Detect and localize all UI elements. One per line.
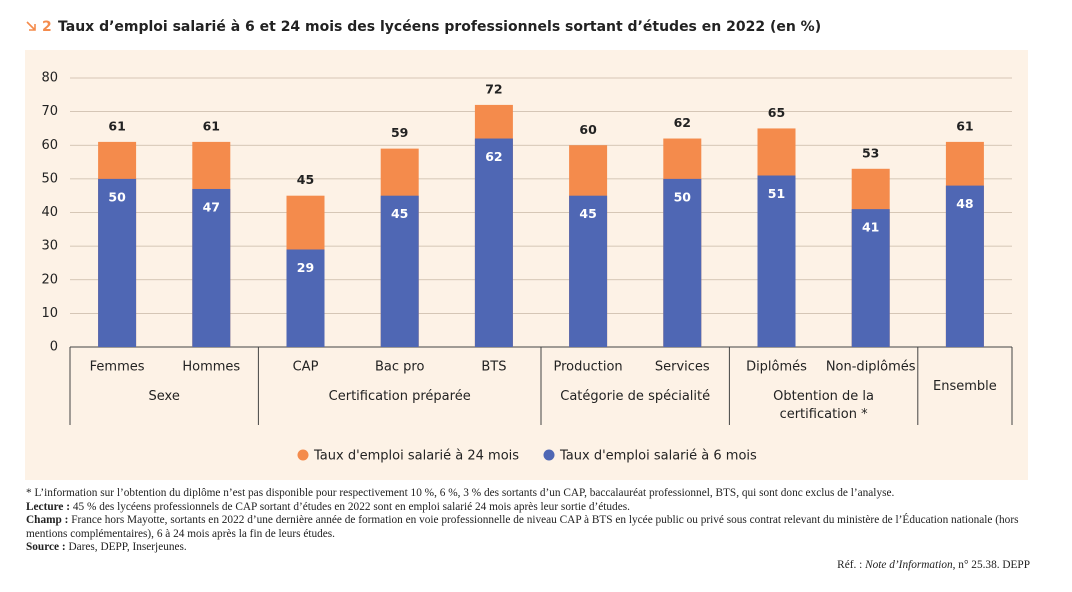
y-tick-label: 60 <box>41 138 58 153</box>
bar <box>192 188 231 347</box>
x-tick-label: BTS <box>481 360 506 375</box>
value-label: 62 <box>674 115 691 130</box>
value-label: 59 <box>391 125 408 140</box>
ref-title: Note d’Information <box>865 558 953 571</box>
bar <box>380 195 419 347</box>
figure-number: 2 <box>42 19 52 35</box>
chart-title: Taux d’emploi salarié à 6 et 24 mois des… <box>58 19 821 35</box>
note: Champ : France hors Mayotte, sortants en… <box>26 514 1030 541</box>
value-label: 72 <box>485 81 502 96</box>
y-tick-label: 80 <box>41 71 58 86</box>
bar <box>851 209 890 347</box>
note: Lecture : 45 % des lycéens professionnel… <box>26 501 1030 515</box>
x-tick-label: Hommes <box>182 360 240 375</box>
bar <box>757 175 796 347</box>
y-tick-label: 0 <box>50 340 58 355</box>
legend-label: Taux d'emploi salarié à 6 mois <box>559 449 757 464</box>
value-label: 41 <box>862 220 879 235</box>
notes: * L’information sur l’obtention du diplô… <box>26 487 1030 573</box>
group-label: Obtention de la certification * <box>773 389 874 422</box>
group-label-box: Obtention de la certification * <box>773 389 874 422</box>
group-label: Catégorie de spécialité <box>560 389 711 404</box>
value-label: 45 <box>297 172 314 187</box>
arrow-icon <box>26 21 36 31</box>
value-label: 61 <box>203 118 220 133</box>
value-label: 45 <box>391 206 408 221</box>
note: Source : Dares, DEPP, Inserjeunes. <box>26 541 1030 555</box>
value-label: 60 <box>579 122 597 137</box>
group-label: Sexe <box>148 389 180 404</box>
value-label: 48 <box>956 196 973 211</box>
note-text: * L’information sur l’obtention du diplô… <box>26 487 895 499</box>
note-text: 45 % des lycéens professionnels de CAP s… <box>70 500 630 513</box>
ref-prefix: Réf. : <box>837 558 866 571</box>
legend-marker <box>297 449 309 461</box>
y-tick-label: 10 <box>41 306 58 321</box>
group-label-box: Certification préparée <box>328 389 471 404</box>
note: * L’information sur l’obtention du diplô… <box>26 487 1030 501</box>
y-tick-label: 70 <box>41 104 58 119</box>
value-label: 29 <box>297 260 314 275</box>
group-label-box: Sexe <box>148 389 180 404</box>
note-label: Champ : <box>26 514 69 527</box>
group-label: Ensemble <box>933 379 997 394</box>
note-label: Lecture : <box>26 500 71 513</box>
x-tick-label: Production <box>554 360 623 375</box>
bar <box>663 178 702 347</box>
value-label: 47 <box>203 199 220 214</box>
value-label: 51 <box>768 186 785 201</box>
legend-marker <box>543 449 555 461</box>
note-label: Source : <box>26 541 66 554</box>
y-tick-label: 30 <box>41 239 58 254</box>
note-text: France hors Mayotte, sortants en 2022 d’… <box>26 514 1019 540</box>
group-label-box: Catégorie de spécialité <box>560 389 711 404</box>
chart: 2 Taux d’emploi salarié à 6 et 24 mois d… <box>25 19 1028 480</box>
value-label: 50 <box>674 189 692 204</box>
x-tick-label: Femmes <box>90 360 145 375</box>
bar <box>945 185 984 347</box>
value-label: 61 <box>956 118 973 133</box>
x-tick-label: Non-diplômés <box>826 360 916 375</box>
value-label: 53 <box>862 145 879 160</box>
bar <box>569 195 608 347</box>
value-label: 62 <box>485 149 502 164</box>
note-text: Dares, DEPP, Inserjeunes. <box>65 541 187 554</box>
x-tick-label: Bac pro <box>375 360 424 375</box>
group-label: Certification préparée <box>328 389 471 404</box>
value-label: 61 <box>108 118 125 133</box>
y-tick-label: 40 <box>41 205 58 220</box>
bar <box>474 138 513 347</box>
legend-label: Taux d'emploi salarié à 24 mois <box>313 449 519 464</box>
x-tick-label: Services <box>655 360 710 375</box>
value-label: 65 <box>768 105 785 120</box>
ref-suffix: , n° 25.38. DEPP <box>952 558 1030 571</box>
y-tick-label: 50 <box>41 171 58 186</box>
x-tick-label: CAP <box>293 360 319 375</box>
bar <box>286 249 325 347</box>
value-label: 50 <box>108 189 126 204</box>
x-tick-label: Diplômés <box>746 360 807 375</box>
group-label-box: Ensemble <box>933 379 997 394</box>
reference: Réf. : Note d’Information, n° 25.38. DEP… <box>26 559 1030 573</box>
value-label: 45 <box>579 206 596 221</box>
bar <box>98 178 137 347</box>
y-tick-label: 20 <box>41 272 58 287</box>
